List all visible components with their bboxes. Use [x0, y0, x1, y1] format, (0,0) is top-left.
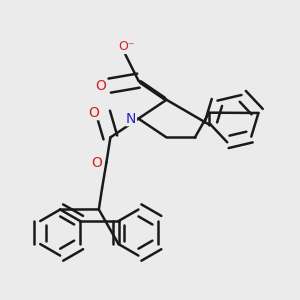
Text: O: O [88, 106, 99, 120]
Text: O⁻: O⁻ [118, 40, 135, 53]
Text: N: N [126, 112, 136, 126]
Text: O: O [92, 155, 103, 170]
Text: O: O [95, 79, 106, 93]
